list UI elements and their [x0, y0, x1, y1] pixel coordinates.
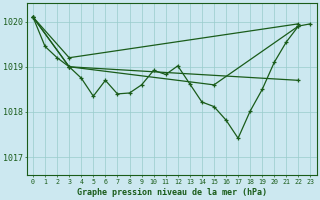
X-axis label: Graphe pression niveau de la mer (hPa): Graphe pression niveau de la mer (hPa)	[77, 188, 267, 197]
